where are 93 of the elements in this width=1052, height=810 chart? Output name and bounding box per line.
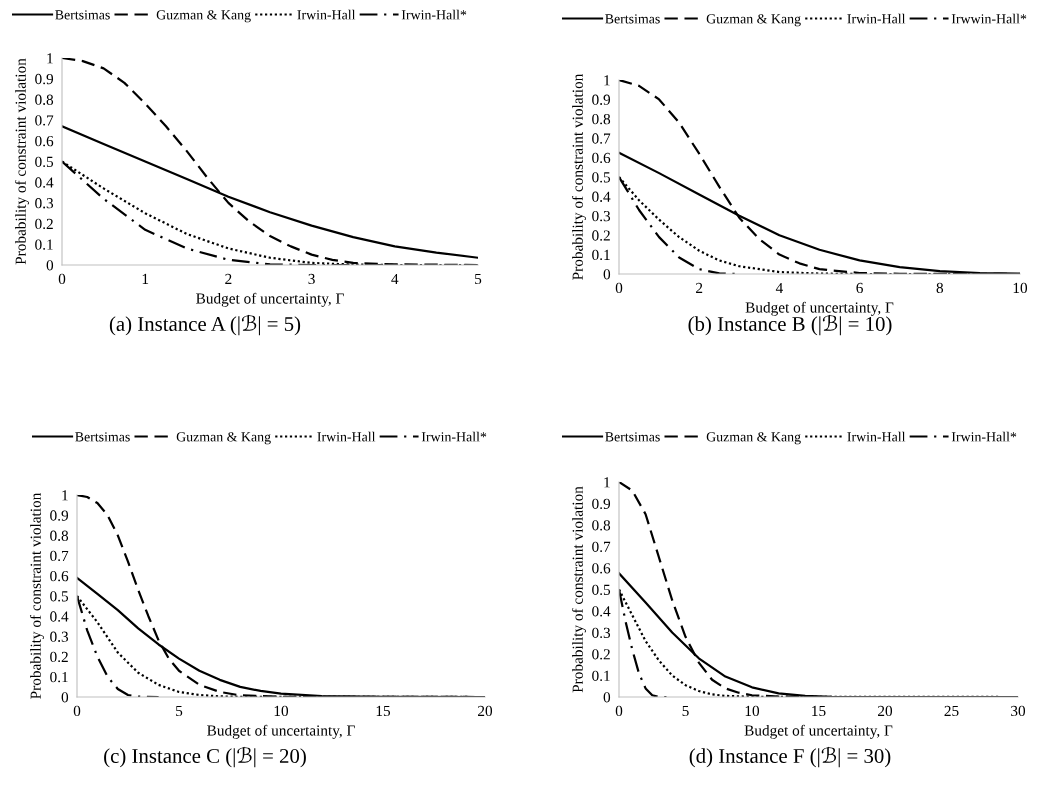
x-tick-label: 4	[775, 282, 783, 293]
x-tick-label: 20	[878, 705, 893, 717]
x-axis-title: Budget of uncertainty, Γ	[745, 301, 894, 316]
legend-label: Irwin-Hall	[847, 13, 906, 24]
y-tick-label: 0.5	[50, 591, 69, 602]
y-tick-label: 0	[46, 260, 54, 271]
x-tick-label: 30	[1011, 705, 1026, 717]
y-tick-label: 0.1	[50, 671, 68, 683]
x-tick-label: 10	[745, 705, 760, 717]
y-axis-title: Probability of constraint violation	[29, 492, 45, 699]
y-tick-label: 0.9	[592, 94, 611, 105]
y-axis-title: Probability of constraint violation	[571, 73, 587, 280]
x-axis-title: Budget of uncertainty, Γ	[207, 724, 355, 739]
y-axis-title: Probability of constraint violation	[571, 486, 587, 693]
x-tick-label: 8	[936, 282, 944, 294]
x-tick-label: 20	[478, 705, 493, 717]
x-tick-label: 10	[1013, 282, 1028, 294]
y-tick-label: 1	[604, 75, 610, 86]
y-tick-label: 0.3	[592, 210, 611, 222]
legend-label: Irwin-Hall	[847, 431, 906, 442]
y-tick-label: 0.2	[592, 230, 610, 241]
legend-label: Irwin-Hall*	[421, 431, 487, 442]
y-tick-label: 0.8	[592, 113, 611, 125]
y-tick-label: 0.5	[592, 584, 611, 596]
legend-label: Bertsimas	[605, 432, 660, 442]
text: (d) Instance F (|ℬ| = 30)	[689, 746, 891, 768]
y-tick-label: 0.4	[35, 177, 54, 188]
legend-label: Guzman & Kang	[156, 10, 251, 23]
legend-label: Irwin-Hall*	[951, 431, 1017, 442]
x-tick-label: 6	[856, 282, 863, 294]
x-axis-title: Budget of uncertainty, Γ	[744, 724, 893, 739]
x-tick-label: 4	[391, 273, 399, 284]
y-tick-label: 0.8	[592, 520, 611, 531]
x-tick-label: 2	[696, 282, 703, 293]
legend-label: Irwin-Hall	[297, 9, 356, 20]
y-tick-label: 0	[603, 692, 611, 703]
y-tick-label: 0.9	[592, 498, 611, 510]
y-tick-label: 0.7	[592, 541, 611, 553]
text: (a) Instance A (|ℬ| = 5)	[109, 314, 301, 336]
y-tick-label: 0.2	[35, 218, 53, 230]
y-tick-label: 0.2	[592, 649, 610, 660]
legend-label: Irwin-Hall*	[401, 9, 467, 20]
y-tick-label: 0.5	[592, 172, 611, 183]
x-tick-label: 5	[475, 273, 482, 285]
y-tick-label: 1	[47, 53, 53, 64]
y-tick-label: 0.8	[35, 94, 54, 105]
x-tick-label: 0	[615, 705, 623, 717]
y-tick-label: 0.6	[592, 152, 611, 164]
y-tick-label: 1	[62, 490, 68, 501]
x-tick-label: 15	[812, 705, 826, 717]
y-tick-label: 0.8	[50, 530, 69, 541]
text: (c) Instance C (|ℬ| = 20)	[104, 746, 306, 768]
legend-label: Guzman & Kang	[706, 14, 801, 27]
y-tick-label: 0.7	[35, 115, 54, 126]
legend-label: Bertsimas	[55, 10, 110, 20]
y-tick-label: 0.3	[35, 198, 54, 209]
y-tick-label: 0.2	[50, 651, 68, 663]
x-tick-label: 1	[142, 273, 149, 284]
y-tick-label: 0.7	[592, 133, 611, 144]
x-tick-label: 3	[308, 273, 315, 285]
x-axis-title: Budget of uncertainty, Γ	[196, 292, 344, 307]
x-tick-label: 0	[73, 705, 81, 717]
y-tick-label: 0.4	[592, 191, 611, 202]
legend-label: Guzman & Kang	[176, 432, 271, 445]
y-tick-label: 0.3	[592, 627, 611, 639]
y-tick-label: 0.6	[50, 570, 69, 582]
y-tick-label: 0.3	[50, 631, 69, 642]
x-tick-label: 10	[274, 705, 289, 717]
legend-label: Bertsimas	[75, 432, 130, 442]
legend-label: Bertsimas	[605, 14, 660, 24]
y-tick-label: 0.6	[35, 135, 54, 147]
x-tick-label: 5	[176, 705, 183, 717]
y-tick-label: 0.1	[592, 249, 610, 261]
y-tick-label: 0.4	[50, 611, 69, 622]
x-tick-label: 15	[376, 705, 391, 717]
x-tick-label: 2	[225, 273, 232, 284]
y-axis-title: Probability of constraint violation	[14, 58, 30, 265]
y-tick-label: 0.5	[35, 156, 54, 168]
y-tick-label: 1	[604, 477, 610, 488]
y-tick-label: 0.9	[50, 510, 69, 521]
y-tick-label: 0.4	[592, 606, 611, 617]
legend-label: Irwin-Hall	[317, 431, 376, 442]
y-tick-label: 0.7	[50, 550, 69, 562]
y-tick-label: 0.9	[35, 73, 54, 85]
y-tick-label: 0.6	[592, 563, 611, 574]
x-tick-label: 5	[682, 705, 689, 717]
x-tick-label: 25	[944, 705, 959, 717]
legend-label: Irwwin-Hall*	[951, 13, 1027, 24]
y-tick-label: 0.1	[35, 239, 53, 250]
y-tick-label: 0	[61, 692, 69, 703]
y-tick-label: 0.1	[592, 670, 610, 682]
legend-label: Guzman & Kang	[706, 432, 801, 445]
x-tick-label: 0	[615, 282, 623, 294]
